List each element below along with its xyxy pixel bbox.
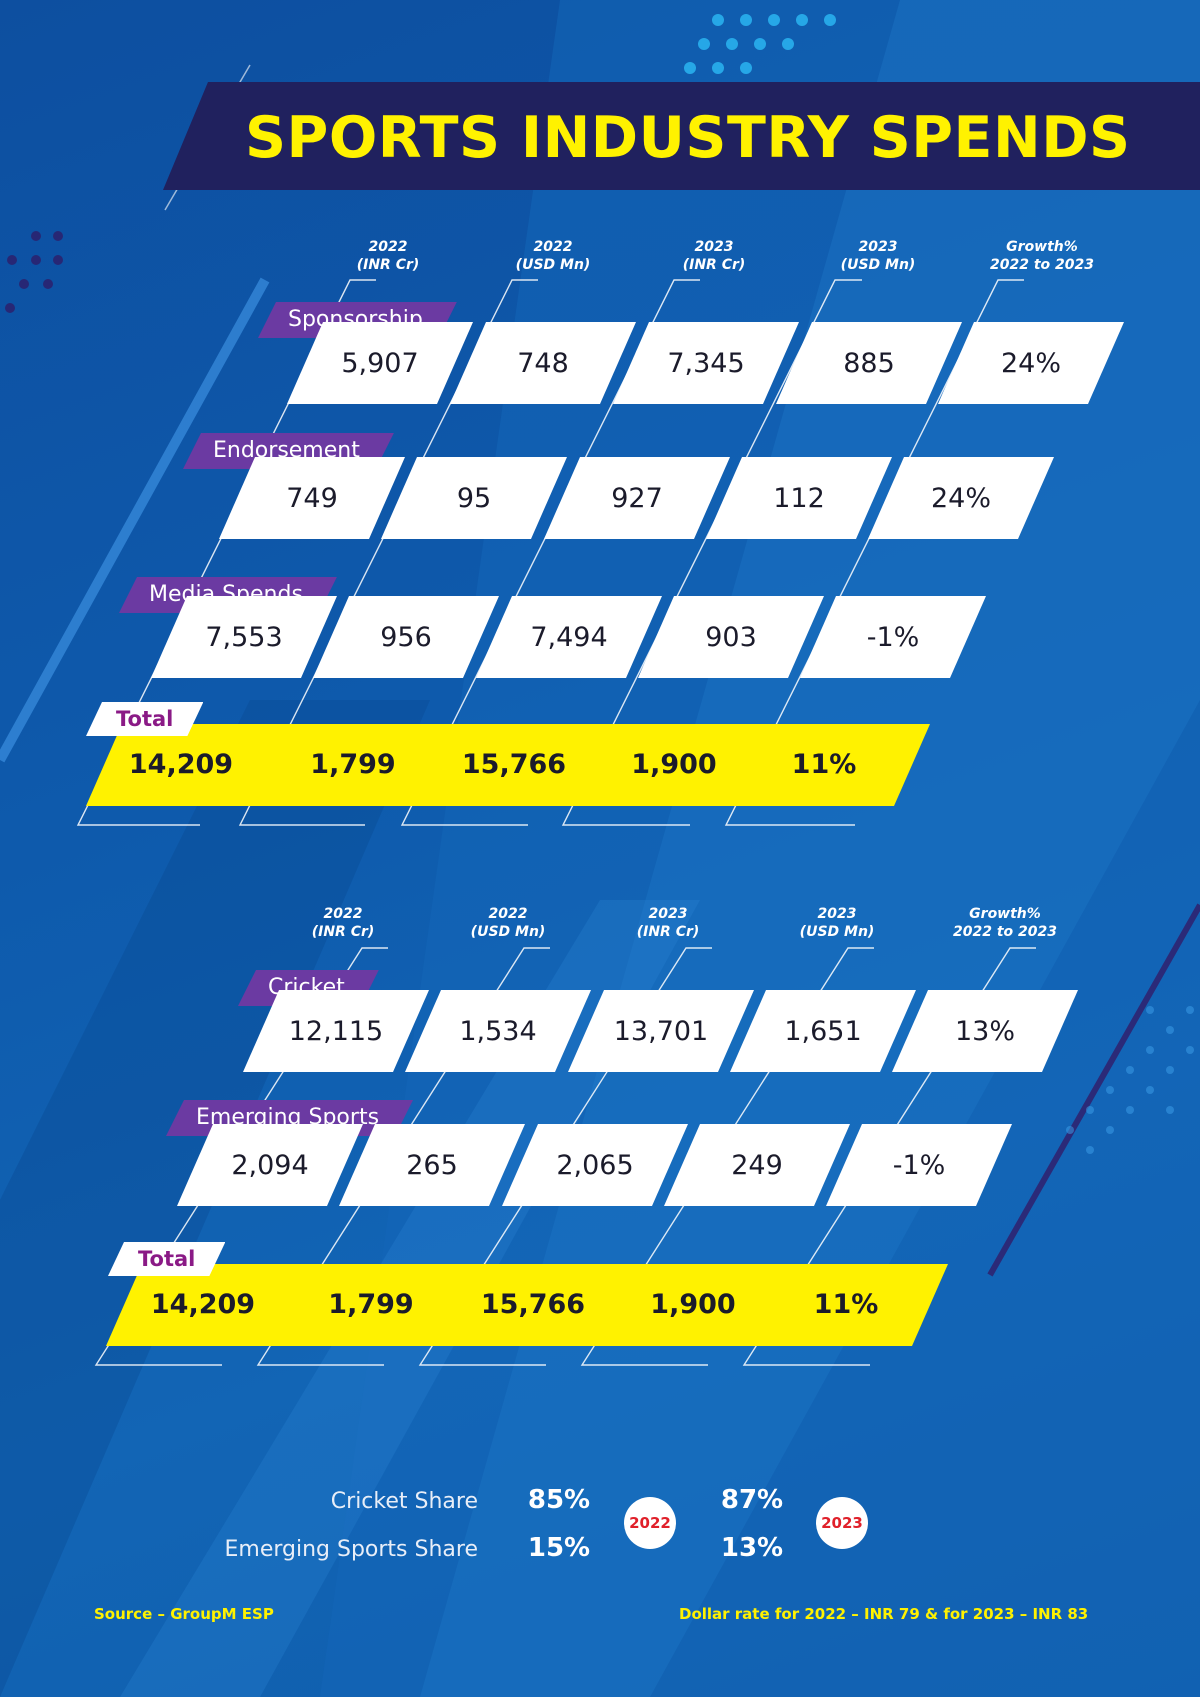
- table-cell: 12,115: [243, 990, 429, 1072]
- table-cell: 1,534: [405, 990, 591, 1072]
- table-cell: 749: [219, 457, 405, 539]
- page-title: SPORTS INDUSTRY SPENDS: [245, 105, 1131, 171]
- total-band: [106, 1264, 948, 1346]
- source-note: Source – GroupM ESP: [94, 1605, 274, 1623]
- table-cell: 748: [450, 322, 636, 404]
- emerging-share-label: Emerging Sports Share: [224, 1537, 478, 1562]
- total-value: 15,766: [480, 1289, 586, 1320]
- total-label: Total: [108, 1242, 225, 1276]
- cricket-share-label: Cricket Share: [330, 1489, 478, 1514]
- table-cell: 7,553: [151, 596, 337, 678]
- total-value: 14,209: [150, 1289, 256, 1320]
- table-cell: 2,065: [502, 1124, 688, 1206]
- total-value: 1,799: [328, 1289, 414, 1320]
- emerging-share-2023: 13%: [720, 1533, 784, 1563]
- table-cell: -1%: [800, 596, 986, 678]
- column-header-2022-inr: 2022 (INR Cr): [311, 906, 375, 940]
- dollar-rate-note: Dollar rate for 2022 – INR 79 & for 2023…: [679, 1605, 1089, 1623]
- table-cell: 5,907: [287, 322, 473, 404]
- column-header-2023-usd: 2023 (USD Mn): [840, 239, 916, 273]
- table-cell: -1%: [826, 1124, 1012, 1206]
- table-cell: 265: [339, 1124, 525, 1206]
- total-value: 1,900: [650, 1289, 736, 1320]
- table-cell: 24%: [868, 457, 1054, 539]
- total-value: 15,766: [461, 749, 567, 780]
- title-banner: [163, 82, 1200, 190]
- table-cell: 13,701: [568, 990, 754, 1072]
- column-header-2022-usd: 2022 (USD Mn): [515, 239, 591, 273]
- column-header-2023-inr: 2023 (INR Cr): [636, 906, 700, 940]
- table-cell: 927: [544, 457, 730, 539]
- table-cell: 7,345: [613, 322, 799, 404]
- table-cell: 249: [664, 1124, 850, 1206]
- column-header-2022-usd: 2022 (USD Mn): [470, 906, 546, 940]
- table-cell: 112: [706, 457, 892, 539]
- year-badge-2023: 2023: [816, 1497, 868, 1549]
- emerging-share-2022: 15%: [527, 1533, 591, 1563]
- table-cell: 7,494: [476, 596, 662, 678]
- table-cell: 95: [381, 457, 567, 539]
- table-cell: 24%: [938, 322, 1124, 404]
- column-header-2023-usd: 2023 (USD Mn): [799, 906, 875, 940]
- total-value: 14,209: [128, 749, 234, 780]
- total-label: Total: [86, 702, 203, 736]
- column-header-2023-inr: 2023 (INR Cr): [682, 239, 746, 273]
- table-cell: 903: [638, 596, 824, 678]
- cricket-share-2022: 85%: [527, 1485, 591, 1515]
- total-band: [86, 724, 930, 806]
- total-value: 1,900: [631, 749, 717, 780]
- table-cell: 1,651: [730, 990, 916, 1072]
- table-cell: 956: [313, 596, 499, 678]
- year-badge-2022: 2022: [624, 1497, 676, 1549]
- table-cell: 2,094: [177, 1124, 363, 1206]
- cricket-share-2023: 87%: [720, 1485, 784, 1515]
- column-header-growth: Growth% 2022 to 2023: [990, 239, 1094, 273]
- total-value: 1,799: [310, 749, 396, 780]
- table-cell: 13%: [892, 990, 1078, 1072]
- table-cell: 885: [776, 322, 962, 404]
- column-header-growth: Growth% 2022 to 2023: [953, 906, 1057, 940]
- total-value: 11%: [813, 1289, 879, 1320]
- column-header-2022-inr: 2022 (INR Cr): [356, 239, 420, 273]
- total-value: 11%: [791, 749, 857, 780]
